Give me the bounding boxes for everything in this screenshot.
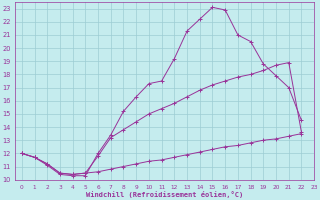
X-axis label: Windchill (Refroidissement éolien,°C): Windchill (Refroidissement éolien,°C) — [86, 191, 244, 198]
